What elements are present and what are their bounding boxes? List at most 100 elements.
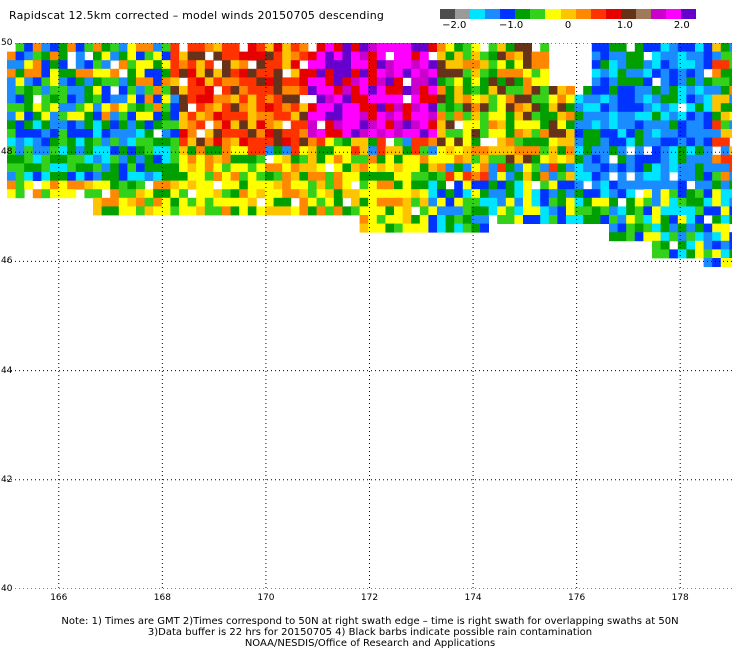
swath-cell bbox=[118, 77, 128, 87]
swath-cell bbox=[652, 111, 661, 121]
swath-cell bbox=[50, 129, 59, 138]
swath-cell bbox=[591, 172, 601, 181]
swath-cell bbox=[394, 189, 403, 199]
swath-cell bbox=[445, 129, 455, 138]
swath-cell bbox=[411, 146, 421, 156]
swath-cell bbox=[213, 120, 223, 130]
swath-cell bbox=[669, 154, 679, 164]
swath-cell bbox=[445, 197, 455, 207]
swath-cell bbox=[67, 103, 77, 113]
swath-cell bbox=[488, 86, 498, 95]
swath-cell bbox=[144, 103, 154, 113]
swath-cell bbox=[402, 146, 412, 156]
swath-cell bbox=[58, 189, 68, 199]
swath-cell bbox=[712, 120, 722, 130]
swath-cell bbox=[93, 129, 102, 138]
swath-cell bbox=[480, 120, 489, 130]
swath-cell bbox=[376, 111, 386, 121]
swath-cell bbox=[523, 103, 532, 113]
swath-cell bbox=[308, 172, 317, 181]
swath-cell bbox=[488, 77, 498, 87]
swath-cell bbox=[93, 189, 102, 199]
swath-cell bbox=[643, 86, 653, 95]
swath-cell bbox=[540, 86, 550, 95]
swath-cell bbox=[462, 197, 472, 207]
swath-cell bbox=[376, 94, 386, 104]
swath-cell bbox=[342, 51, 352, 61]
swath-cell bbox=[333, 103, 343, 113]
swath-cell bbox=[179, 86, 188, 95]
swath-cell bbox=[454, 154, 464, 164]
swath-cell bbox=[230, 77, 240, 87]
swath-cell bbox=[652, 129, 661, 138]
swath-cell bbox=[531, 86, 541, 95]
swath-cell bbox=[179, 206, 188, 216]
swath-cell bbox=[660, 163, 670, 173]
swath-cell bbox=[462, 51, 472, 61]
swath-cell bbox=[677, 249, 687, 259]
swath-cell bbox=[308, 189, 317, 199]
swath-cell bbox=[686, 43, 696, 52]
swath-cell bbox=[609, 197, 618, 207]
swath-cell bbox=[600, 77, 610, 87]
swath-cell bbox=[609, 137, 618, 147]
swath-cell bbox=[256, 206, 266, 216]
swath-cell bbox=[643, 206, 653, 216]
swath-cell bbox=[488, 51, 498, 61]
swath-cell bbox=[273, 43, 283, 52]
swath-cell bbox=[523, 120, 532, 130]
swath-cell bbox=[411, 215, 421, 224]
swath-cell bbox=[385, 43, 395, 52]
swath-cell bbox=[634, 51, 644, 61]
swath-cell bbox=[342, 43, 352, 52]
swath-cell bbox=[230, 43, 240, 52]
swath-cell bbox=[256, 68, 266, 78]
swath-cell bbox=[273, 146, 283, 156]
swath-cell bbox=[523, 163, 532, 173]
swath-cell bbox=[566, 129, 575, 138]
swath-cell bbox=[58, 146, 68, 156]
swath-cell bbox=[385, 197, 395, 207]
swath-cell bbox=[695, 180, 704, 190]
swath-cell bbox=[187, 60, 197, 70]
swath-cell bbox=[591, 206, 601, 216]
swath-cell bbox=[566, 180, 575, 190]
swath-cell bbox=[359, 94, 369, 104]
swath-cell bbox=[617, 94, 627, 104]
swath-cell bbox=[695, 86, 704, 95]
swath-cell bbox=[127, 163, 137, 173]
swath-cell bbox=[239, 86, 249, 95]
swath-cell bbox=[531, 172, 541, 181]
swath-cell bbox=[600, 51, 610, 61]
swath-cell bbox=[548, 120, 558, 130]
swath-cell bbox=[256, 43, 266, 52]
swath-cell bbox=[729, 129, 732, 138]
swath-cell bbox=[316, 77, 326, 87]
swath-cell bbox=[488, 129, 498, 138]
swath-cell bbox=[24, 120, 34, 130]
swath-cell bbox=[161, 129, 171, 138]
swath-cell bbox=[497, 197, 507, 207]
swath-cell bbox=[58, 51, 68, 61]
swath-cell bbox=[316, 189, 326, 199]
swath-cell bbox=[24, 94, 34, 104]
swath-cell bbox=[660, 120, 670, 130]
swath-cell bbox=[712, 111, 722, 121]
swath-cell bbox=[144, 197, 154, 207]
swath-cell bbox=[531, 197, 541, 207]
swath-cell bbox=[523, 172, 532, 181]
swath-cell bbox=[394, 51, 403, 61]
swath-cell bbox=[695, 240, 704, 250]
swath-cell bbox=[93, 43, 102, 52]
swath-cell bbox=[523, 137, 532, 147]
swath-cell bbox=[548, 206, 558, 216]
swath-cell bbox=[127, 43, 137, 52]
swath-cell bbox=[626, 197, 636, 207]
swath-cell bbox=[462, 129, 472, 138]
swath-cell bbox=[127, 154, 137, 164]
swath-cell bbox=[523, 215, 532, 224]
swath-cell bbox=[247, 120, 257, 130]
swath-cell bbox=[230, 197, 240, 207]
swath-cell bbox=[402, 163, 412, 173]
swath-cell bbox=[652, 94, 661, 104]
